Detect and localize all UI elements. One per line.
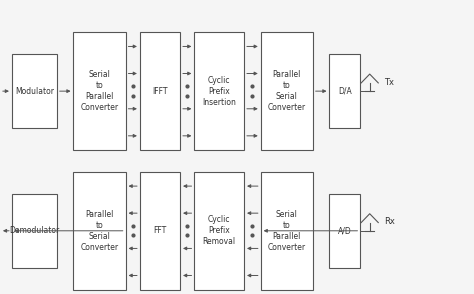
- Text: IFFT: IFFT: [152, 87, 168, 96]
- Text: FFT: FFT: [154, 226, 166, 235]
- Bar: [261, 172, 313, 290]
- Bar: [12, 194, 57, 268]
- Text: Rx: Rx: [384, 218, 395, 226]
- Bar: [73, 32, 126, 150]
- Text: Parallel
to
Serial
Converter: Parallel to Serial Converter: [81, 210, 118, 252]
- Bar: [140, 172, 180, 290]
- Bar: [329, 54, 360, 128]
- Bar: [194, 172, 244, 290]
- Text: A/D: A/D: [338, 226, 352, 235]
- Bar: [194, 32, 244, 150]
- Text: Serial
to
Parallel
Converter: Serial to Parallel Converter: [268, 210, 306, 252]
- Text: Tx: Tx: [384, 78, 394, 87]
- Bar: [73, 172, 126, 290]
- Text: Modulator: Modulator: [15, 87, 54, 96]
- Bar: [140, 32, 180, 150]
- Text: Demodulator: Demodulator: [9, 226, 60, 235]
- Text: Cyclic
Prefix
Removal: Cyclic Prefix Removal: [203, 215, 236, 246]
- Text: Parallel
to
Serial
Converter: Parallel to Serial Converter: [268, 70, 306, 112]
- Bar: [261, 32, 313, 150]
- Text: Cyclic
Prefix
Insertion: Cyclic Prefix Insertion: [202, 76, 236, 107]
- Bar: [329, 194, 360, 268]
- Text: Serial
to
Parallel
Converter: Serial to Parallel Converter: [81, 70, 118, 112]
- Text: D/A: D/A: [338, 87, 352, 96]
- Bar: [12, 54, 57, 128]
